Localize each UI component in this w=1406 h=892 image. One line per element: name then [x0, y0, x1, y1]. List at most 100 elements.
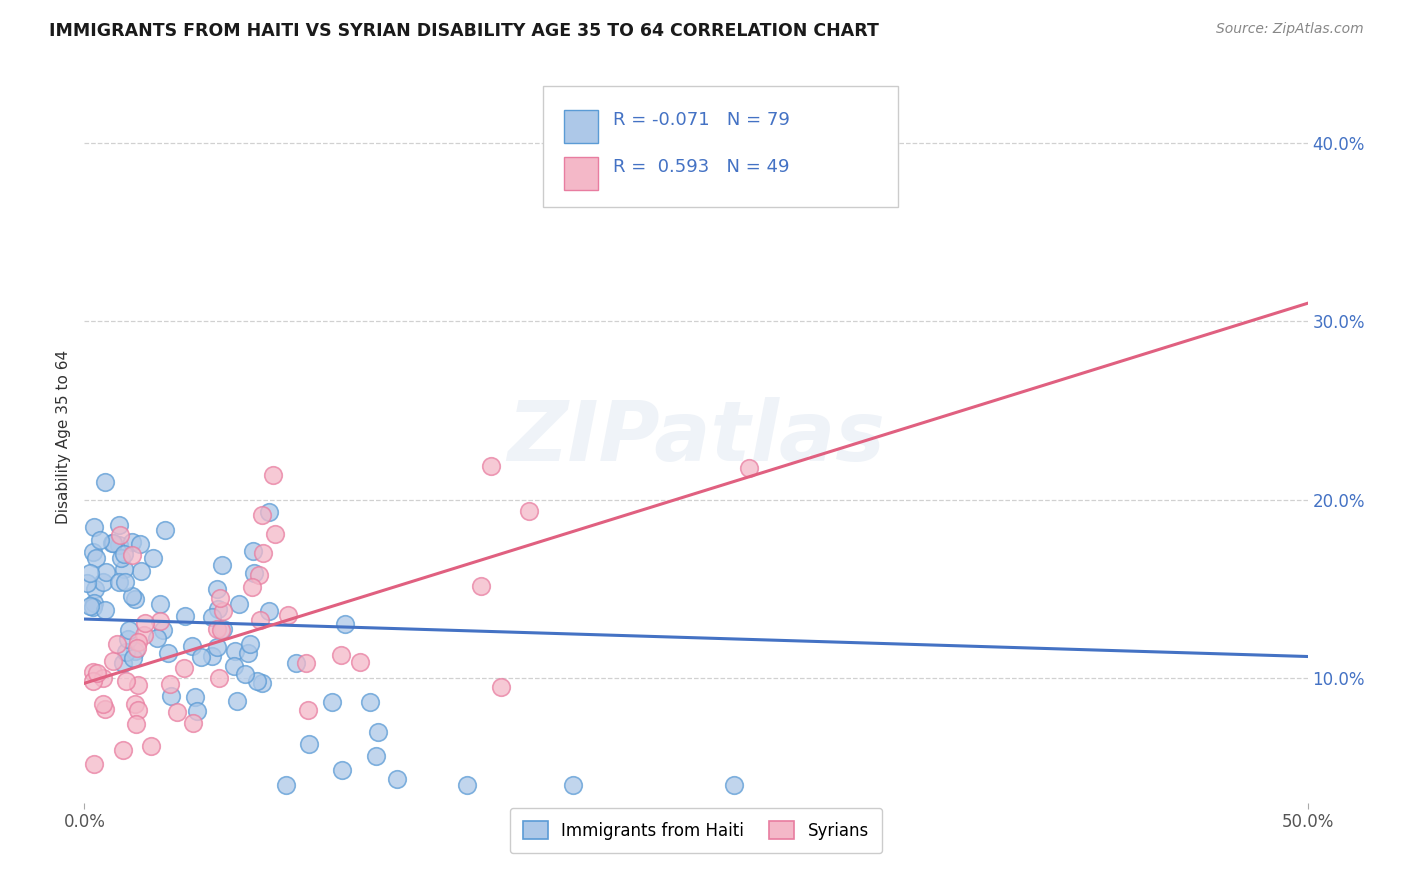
Point — [359, 695, 381, 709]
Point — [209, 624, 232, 638]
Point — [257, 604, 280, 618]
Point — [294, 656, 316, 670]
FancyBboxPatch shape — [543, 86, 898, 207]
Point — [112, 547, 135, 561]
Point — [205, 640, 228, 654]
Text: IMMIGRANTS FROM HAITI VS SYRIAN DISABILITY AGE 35 TO 64 CORRELATION CHART: IMMIGRANTS FROM HAITI VS SYRIAN DISABILI… — [49, 22, 879, 40]
Point — [252, 546, 274, 560]
Point — [233, 666, 256, 681]
Point — [207, 602, 229, 616]
Point — [298, 737, 321, 751]
Point — [181, 716, 204, 731]
Point — [470, 579, 492, 593]
Point — [211, 558, 233, 572]
Point — [132, 628, 155, 642]
Point — [96, 566, 118, 580]
Point — [173, 608, 195, 623]
Point — [456, 778, 478, 792]
Point — [264, 527, 287, 541]
Point — [83, 596, 105, 610]
Point — [228, 597, 250, 611]
Point — [121, 589, 143, 603]
Point — [101, 655, 124, 669]
Point — [517, 504, 540, 518]
Point — [115, 673, 138, 688]
Point — [562, 778, 585, 792]
Point — [330, 648, 353, 662]
Point — [153, 523, 176, 537]
Point — [240, 580, 263, 594]
Point — [330, 763, 353, 777]
Point — [186, 704, 208, 718]
Point — [367, 725, 389, 739]
Point — [208, 591, 231, 605]
Point — [100, 536, 122, 550]
Point — [208, 671, 231, 685]
Point — [83, 757, 105, 772]
Point — [108, 574, 131, 589]
Text: R = -0.071   N = 79: R = -0.071 N = 79 — [613, 112, 790, 129]
Point — [86, 665, 108, 680]
Point — [149, 614, 172, 628]
Text: R =  0.593   N = 49: R = 0.593 N = 49 — [613, 158, 789, 177]
Point — [129, 564, 152, 578]
Point — [94, 701, 117, 715]
Point — [124, 592, 146, 607]
Point — [250, 508, 273, 522]
Point — [134, 616, 156, 631]
Point — [82, 673, 104, 688]
Point — [142, 551, 165, 566]
Point — [117, 632, 139, 646]
Point — [110, 551, 132, 566]
Point — [127, 703, 149, 717]
Point — [84, 551, 107, 566]
Point — [125, 641, 148, 656]
Point — [201, 609, 224, 624]
Point — [236, 646, 259, 660]
Point — [111, 656, 134, 670]
Point — [111, 743, 134, 757]
Point — [121, 535, 143, 549]
Point — [183, 690, 205, 704]
Point — [152, 624, 174, 638]
Point — [127, 635, 149, 649]
Point — [285, 656, 308, 670]
Point — [107, 517, 129, 532]
Point — [125, 717, 148, 731]
Point — [242, 544, 264, 558]
Point — [277, 607, 299, 622]
Point — [212, 603, 235, 617]
Point — [93, 475, 115, 489]
Point — [112, 562, 135, 576]
Point — [385, 772, 408, 786]
Point — [489, 681, 512, 695]
Point — [250, 676, 273, 690]
Point — [205, 622, 228, 636]
Point — [115, 645, 138, 659]
Point — [149, 598, 172, 612]
Point — [212, 622, 235, 636]
Point — [349, 656, 371, 670]
Point — [262, 467, 284, 482]
Point — [114, 575, 136, 590]
Point — [122, 650, 145, 665]
FancyBboxPatch shape — [564, 111, 598, 143]
Point — [160, 690, 183, 704]
Point — [91, 697, 114, 711]
Point — [166, 705, 188, 719]
Point — [190, 649, 212, 664]
Point — [257, 506, 280, 520]
Point — [94, 603, 117, 617]
Point — [79, 566, 101, 580]
Point — [737, 461, 759, 475]
Point — [247, 568, 270, 582]
Point — [249, 613, 271, 627]
Point — [79, 599, 101, 614]
Point — [82, 545, 104, 559]
Point — [139, 739, 162, 753]
Point — [243, 566, 266, 581]
Point — [103, 535, 125, 549]
Point — [82, 665, 104, 679]
Point — [321, 695, 343, 709]
Point — [224, 659, 246, 673]
